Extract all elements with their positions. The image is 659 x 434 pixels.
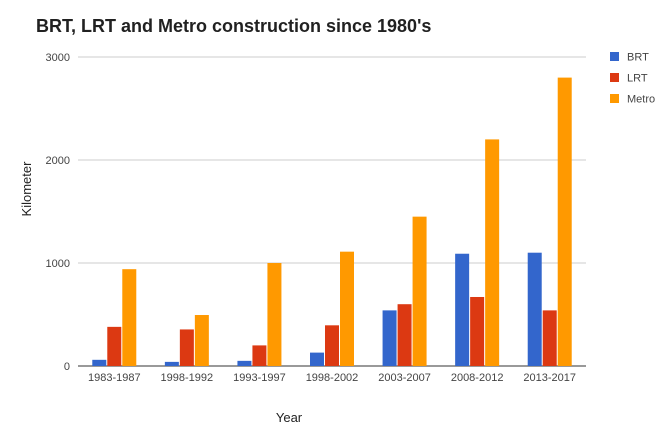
bar-brt-1998-2002[interactable] (310, 352, 324, 366)
x-tick-label: 2013-2017 (523, 372, 576, 384)
legend-swatch-lrt (610, 73, 619, 82)
bar-lrt-2013-2017[interactable] (542, 310, 557, 366)
bar-lrt-2003-2007[interactable] (397, 304, 412, 366)
bar-lrt-1983-1987[interactable] (107, 326, 122, 366)
legend-label-metro: Metro (627, 94, 655, 106)
bar-brt-2008-2012[interactable] (455, 253, 470, 366)
bar-brt-2013-2017[interactable] (527, 252, 542, 366)
x-tick-label: 1983-1987 (88, 372, 141, 384)
legend: BRT LRT Metro (610, 52, 655, 106)
y-tick-label: 3000 (46, 52, 70, 64)
bar-brt-2003-2007[interactable] (382, 310, 397, 366)
y-tick-label: 2000 (46, 155, 70, 167)
legend-label-brt: BRT (627, 52, 649, 64)
y-tick-label: 1000 (46, 258, 70, 270)
x-tick-label: 2008-2012 (451, 372, 504, 384)
bar-metro-1998-1992[interactable] (194, 315, 209, 366)
x-tick-label: 2003-2007 (378, 372, 431, 384)
bar-brt-1998-1992[interactable] (164, 361, 179, 366)
bar-metro-1983-1987[interactable] (122, 269, 137, 366)
x-axis-title: Year (276, 410, 303, 425)
bar-lrt-2008-2012[interactable] (470, 296, 485, 366)
bar-metro-2008-2012[interactable] (485, 139, 500, 366)
y-tick-label: 0 (64, 361, 70, 373)
bar-brt-1993-1997[interactable] (237, 360, 252, 366)
x-tick-label: 1998-1992 (161, 372, 214, 384)
bar-lrt-1998-2002[interactable] (325, 325, 339, 366)
bar-brt-1983-1987[interactable] (92, 359, 107, 366)
bar-metro-2003-2007[interactable] (412, 216, 427, 366)
bars (92, 77, 572, 366)
legend-swatch-brt (610, 52, 619, 61)
x-tick-label: 1993-1997 (233, 372, 286, 384)
legend-swatch-metro (610, 94, 619, 103)
bar-lrt-1998-1992[interactable] (179, 329, 194, 366)
bar-lrt-1993-1997[interactable] (252, 345, 267, 366)
legend-label-lrt: LRT (627, 73, 648, 85)
gridlines (78, 56, 586, 367)
y-axis-title: Kilometer (19, 161, 34, 217)
chart-title: BRT, LRT and Metro construction since 19… (36, 16, 432, 36)
axes: 0 1000 2000 3000 1983-1987 1998-1992 1993-1997… (46, 52, 577, 384)
bar-metro-2013-2017[interactable] (557, 77, 572, 366)
x-tick-label: 1998-2002 (306, 372, 359, 384)
bar-metro-1993-1997[interactable] (267, 263, 282, 366)
bar-metro-1998-2002[interactable] (340, 251, 354, 366)
